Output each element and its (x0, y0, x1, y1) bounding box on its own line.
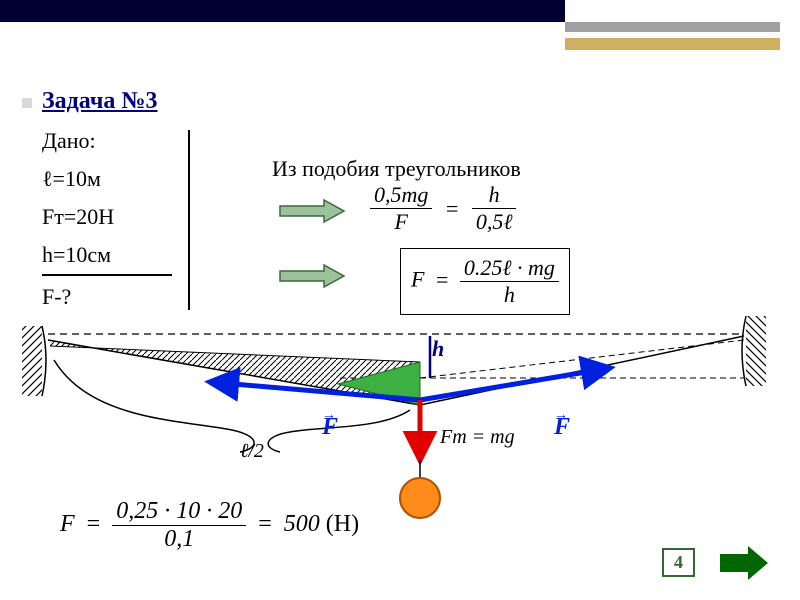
F-label-left: → F (322, 414, 338, 441)
eq3-den: 0,1 (112, 526, 246, 553)
equation-numeric: F = 0,25 · 10 · 20 0,1 = 500 (Н) (60, 498, 359, 553)
Ft-label: Fт = mg (440, 426, 515, 449)
left-wall-hatch (22, 326, 42, 396)
right-wall-hatch (746, 316, 766, 386)
F-label-right: → F (554, 414, 570, 441)
right-wall-arc (742, 316, 746, 386)
page-number: 4 (662, 548, 695, 577)
eq3-unit: (Н) (326, 511, 359, 537)
eq3-eq2: = (252, 511, 278, 537)
half-l-label: ℓ/2 (240, 440, 264, 463)
eq3-num: 0,25 · 10 · 20 (112, 498, 246, 526)
left-wall-arc (42, 326, 46, 396)
hanging-ball (400, 478, 440, 518)
eq3-lhs: F (60, 511, 75, 537)
force-F-right (420, 368, 610, 400)
eq3-result: 500 (284, 511, 320, 537)
eq3-eq1: = (81, 511, 107, 537)
h-label: h (432, 336, 444, 362)
